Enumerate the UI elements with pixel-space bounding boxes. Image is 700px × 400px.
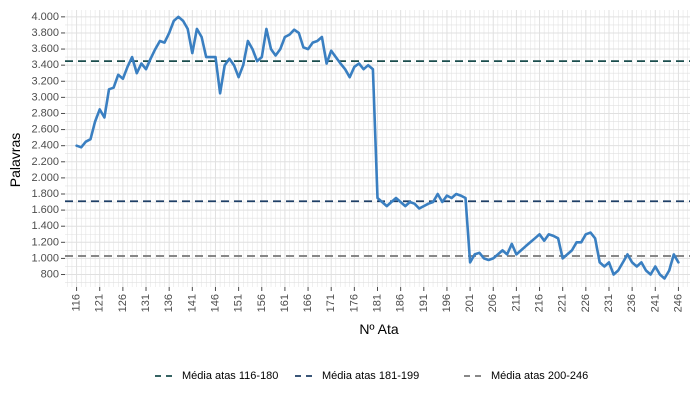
- x-tick-label: 216: [534, 294, 546, 312]
- y-tick-label: 3.200: [31, 75, 59, 87]
- y-tick-label: 3.000: [31, 91, 59, 103]
- x-tick-label: 221: [557, 294, 569, 312]
- x-tick-label: 231: [603, 294, 615, 312]
- y-tick-label: 2.600: [31, 124, 59, 136]
- legend-label: Média atas 181-199: [322, 370, 419, 382]
- x-tick-label: 176: [348, 294, 360, 312]
- y-tick-label: 1.000: [31, 252, 59, 264]
- x-tick-label: 116: [71, 294, 83, 312]
- x-tick-label: 246: [672, 294, 684, 312]
- x-tick-label: 141: [186, 294, 198, 312]
- y-tick-label: 800: [41, 269, 59, 281]
- x-tick-label: 151: [233, 294, 245, 312]
- x-tick-label: 196: [441, 294, 453, 312]
- x-tick-label: 211: [510, 294, 522, 312]
- x-axis-ticks: 116 121 126 131 136 141 146 151 156 161 166 171 176 1…: [71, 287, 684, 312]
- x-tick-label: 236: [626, 294, 638, 312]
- x-tick-label: 146: [210, 294, 222, 312]
- x-tick-label: 186: [395, 294, 407, 312]
- y-tick-label: 3.800: [31, 27, 59, 39]
- series-layer: [75, 15, 680, 280]
- x-tick-label: 156: [256, 294, 268, 312]
- y-tick-label: 2.400: [31, 140, 59, 152]
- y-tick-label: 2.200: [31, 156, 59, 168]
- x-tick-label: 166: [302, 294, 314, 312]
- x-tick-label: 201: [464, 294, 476, 312]
- series-line: [75, 15, 680, 280]
- y-axis-title: Palavras: [7, 133, 23, 187]
- x-tick-label: 226: [580, 294, 592, 312]
- x-tick-label: 136: [163, 294, 175, 312]
- x-tick-label: 241: [649, 294, 661, 312]
- x-tick-label: 126: [117, 294, 129, 312]
- legend: Média atas 116-180 Média atas 181-199 Médi…: [155, 370, 588, 382]
- x-tick-label: 131: [140, 294, 152, 312]
- legend-label: Média atas 116-180: [182, 370, 278, 382]
- y-tick-label: 2.000: [31, 172, 59, 184]
- y-tick-label: 1.400: [31, 220, 59, 232]
- legend-label: Média atas 200-246: [491, 370, 588, 382]
- y-tick-label: 1.200: [31, 236, 59, 248]
- y-tick-label: 1.600: [31, 204, 59, 216]
- y-tick-label: 3.400: [31, 59, 59, 71]
- x-tick-label: 181: [372, 294, 384, 312]
- reference-lines: [65, 60, 690, 257]
- x-tick-label: 206: [487, 294, 499, 312]
- y-tick-label: 4.000: [31, 11, 59, 23]
- y-tick-label: 1.800: [31, 188, 59, 200]
- y-tick-label: 3.600: [31, 43, 59, 55]
- x-tick-label: 161: [279, 294, 291, 312]
- x-axis-title: Nº Ata: [359, 321, 399, 337]
- y-tick-label: 2.800: [31, 107, 59, 119]
- x-tick-label: 191: [418, 294, 430, 312]
- y-axis-ticks: 800 1.000 1.200 1.400 1.600 1.800 2.000 2.200 2.…: [31, 11, 65, 281]
- x-tick-label: 171: [325, 294, 337, 312]
- x-tick-label: 121: [94, 294, 106, 312]
